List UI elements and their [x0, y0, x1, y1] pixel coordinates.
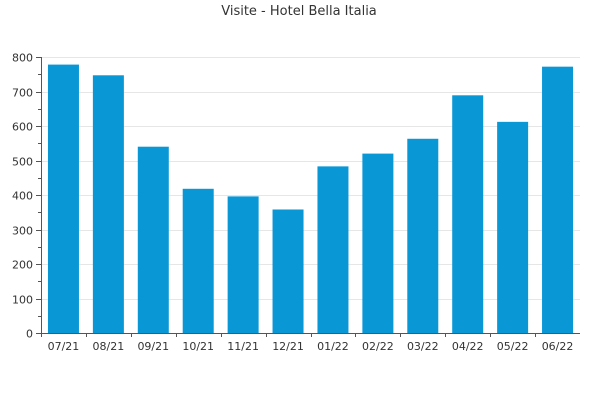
bar-11-21: [227, 196, 259, 333]
bars: [47, 64, 574, 333]
y-tick-label: 800: [12, 52, 33, 65]
x-tick-label: 03/22: [407, 340, 439, 353]
x-tick-label: 02/22: [362, 340, 394, 353]
x-tick-label: 05/22: [497, 340, 529, 353]
x-tick-label: 10/21: [182, 340, 214, 353]
bar-10-21: [182, 188, 214, 333]
bar-08-21: [92, 75, 124, 333]
x-tick-label: 04/22: [452, 340, 484, 353]
y-tick-labels: 0 100 200 300 400 500 600 700 800: [12, 52, 33, 341]
bar-01-22: [317, 166, 349, 333]
bar-12-21: [272, 209, 304, 333]
bar-06-22: [542, 66, 574, 333]
bar-04-22: [452, 95, 484, 333]
x-tick-label: 12/21: [272, 340, 304, 353]
x-tick-label: 08/21: [93, 340, 125, 353]
x-tick-label: 06/22: [542, 340, 574, 353]
x-tick-label: 07/21: [48, 340, 80, 353]
bar-02-22: [362, 153, 394, 333]
x-tick-label: 11/21: [227, 340, 259, 353]
chart-title: Visite - Hotel Bella Italia: [221, 4, 377, 19]
y-tick-label: 600: [12, 121, 33, 134]
y-tick-label: 0: [26, 328, 33, 341]
grid-lines: [41, 57, 580, 300]
bar-03-22: [407, 138, 439, 333]
bar-05-22: [497, 121, 529, 333]
axes: [36, 57, 580, 337]
y-tick-label: 200: [12, 259, 33, 272]
bar-07-21: [47, 64, 79, 333]
bar-09-21: [137, 146, 169, 333]
y-tick-label: 400: [12, 190, 33, 203]
y-tick-label: 100: [12, 294, 33, 307]
y-tick-label: 700: [12, 87, 33, 100]
x-tick-labels: 07/21 08/21 09/21 10/21 11/21 12/21 01/22 02/22…: [48, 340, 574, 353]
y-tick-label: 500: [12, 156, 33, 169]
y-tick-label: 300: [12, 225, 33, 238]
x-tick-label: 01/22: [317, 340, 349, 353]
x-tick-label: 09/21: [137, 340, 169, 353]
